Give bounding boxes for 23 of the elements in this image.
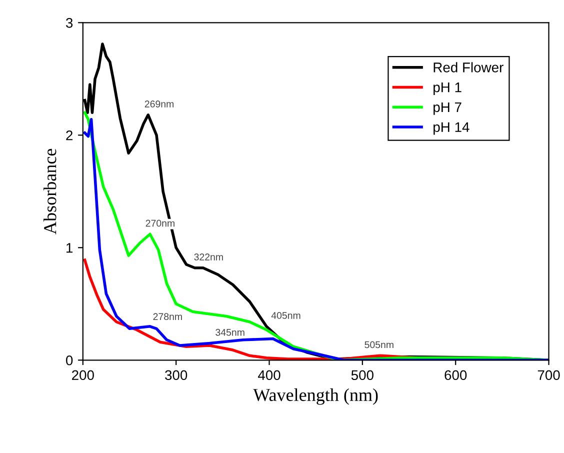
annotation: 278nm <box>153 313 182 320</box>
legend-label: pH 14 <box>434 122 470 135</box>
y-tick-label: 2 <box>66 130 72 140</box>
annotation: 405nm <box>271 312 300 319</box>
annotation: 505nm <box>364 341 394 348</box>
legend-label: pH 1 <box>434 82 462 95</box>
x-tick-label: 700 <box>538 370 560 380</box>
y-axis-title: Absorbance <box>44 148 56 234</box>
y-tick-label: 3 <box>66 18 73 28</box>
annotation: 322nm <box>194 254 223 260</box>
x-tick-label: 500 <box>351 370 374 380</box>
x-tick-label: 600 <box>444 370 467 380</box>
y-tick-label: 1 <box>66 243 73 253</box>
x-tick-label: 300 <box>165 370 188 380</box>
legend-label: pH 7 <box>434 102 462 115</box>
x-tick-label: 200 <box>72 370 94 380</box>
legend-label: Red Flower <box>434 62 504 72</box>
annotation: 269nm <box>144 100 174 108</box>
x-tick-label: 400 <box>258 370 280 380</box>
y-tick-label: 0 <box>66 355 73 366</box>
annotation: 345nm <box>216 328 244 336</box>
x-axis-title: Wavelength (nm) <box>253 388 378 405</box>
annotation: 270nm <box>146 220 174 227</box>
